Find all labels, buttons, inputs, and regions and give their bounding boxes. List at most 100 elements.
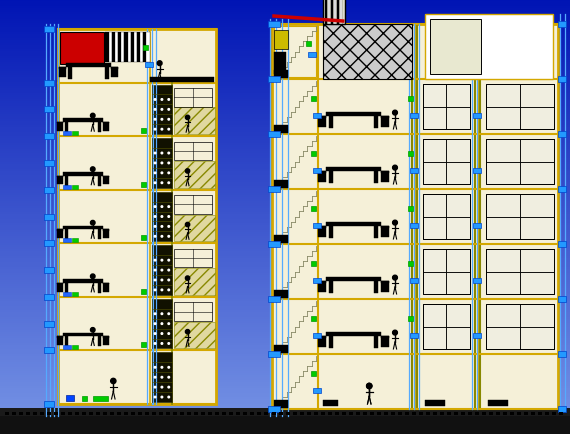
Bar — [0, 356, 570, 358]
Bar — [328, 412, 332, 415]
Bar — [0, 299, 570, 302]
Bar — [0, 208, 570, 210]
Bar — [0, 256, 570, 258]
Bar — [446, 327, 470, 349]
Bar — [131, 33, 134, 63]
Bar — [423, 140, 470, 184]
Bar — [222, 412, 226, 415]
Bar — [117, 412, 121, 415]
Bar — [98, 123, 101, 133]
Bar — [0, 373, 570, 375]
Bar — [65, 337, 68, 347]
Bar — [0, 158, 570, 161]
Circle shape — [154, 343, 156, 345]
Bar — [0, 85, 570, 87]
Bar — [423, 250, 446, 272]
Bar — [12, 412, 16, 415]
Circle shape — [168, 153, 169, 155]
Bar — [0, 267, 570, 269]
Bar — [0, 59, 570, 61]
Bar — [68, 68, 72, 79]
Bar — [0, 39, 570, 41]
Bar — [54, 412, 58, 415]
Bar — [311, 261, 316, 266]
Bar — [0, 17, 570, 20]
Bar — [0, 406, 570, 408]
Bar — [323, 0, 345, 25]
Bar — [174, 89, 211, 108]
Bar — [44, 321, 54, 327]
Bar — [174, 302, 211, 321]
Bar — [174, 322, 215, 349]
Bar — [0, 326, 570, 328]
Bar — [0, 408, 285, 416]
Bar — [423, 85, 446, 107]
Bar — [0, 124, 570, 126]
Bar — [363, 412, 367, 415]
Bar — [0, 206, 570, 208]
Bar — [0, 362, 570, 365]
Bar — [425, 400, 445, 406]
Bar — [307, 412, 311, 415]
Bar — [93, 396, 108, 401]
Bar — [0, 221, 570, 224]
Bar — [430, 20, 481, 75]
Bar — [558, 132, 566, 138]
Bar — [503, 412, 507, 415]
Bar — [0, 26, 570, 28]
Bar — [65, 230, 68, 240]
Bar — [274, 53, 286, 74]
Bar — [0, 430, 570, 432]
Circle shape — [154, 323, 156, 325]
Bar — [0, 197, 570, 200]
Bar — [141, 342, 146, 348]
Bar — [486, 250, 520, 272]
Bar — [510, 412, 514, 415]
Bar — [552, 412, 556, 415]
Bar — [111, 68, 118, 69]
Bar — [0, 176, 570, 178]
Bar — [137, 33, 140, 63]
Bar — [446, 250, 470, 272]
Bar — [328, 117, 333, 129]
Bar — [545, 412, 549, 415]
Bar — [0, 289, 570, 291]
Bar — [326, 332, 381, 336]
Bar — [0, 291, 570, 293]
Bar — [306, 42, 311, 47]
Bar — [321, 412, 325, 415]
Bar — [59, 68, 66, 69]
Bar — [0, 20, 570, 22]
Bar — [57, 176, 63, 185]
Bar — [0, 152, 570, 154]
Bar — [57, 123, 63, 124]
Bar — [410, 113, 418, 118]
Circle shape — [161, 333, 162, 335]
Bar — [0, 380, 570, 382]
Bar — [0, 141, 570, 143]
Bar — [0, 30, 570, 33]
Circle shape — [168, 289, 169, 291]
Circle shape — [154, 129, 156, 131]
Bar — [558, 22, 566, 28]
Bar — [0, 334, 570, 336]
Bar — [0, 28, 570, 30]
Bar — [446, 304, 470, 327]
Bar — [326, 222, 381, 227]
Bar — [0, 130, 570, 132]
Bar — [308, 53, 316, 58]
Bar — [558, 187, 566, 193]
Bar — [433, 412, 437, 415]
Bar — [0, 52, 570, 54]
Bar — [423, 304, 470, 349]
Bar — [326, 112, 381, 117]
Circle shape — [161, 119, 162, 121]
Bar — [134, 33, 137, 63]
Bar — [0, 286, 570, 289]
Bar — [59, 68, 66, 78]
Bar — [558, 406, 566, 412]
Circle shape — [168, 386, 169, 388]
Bar — [0, 265, 570, 267]
Bar — [317, 117, 326, 127]
Circle shape — [161, 236, 162, 237]
